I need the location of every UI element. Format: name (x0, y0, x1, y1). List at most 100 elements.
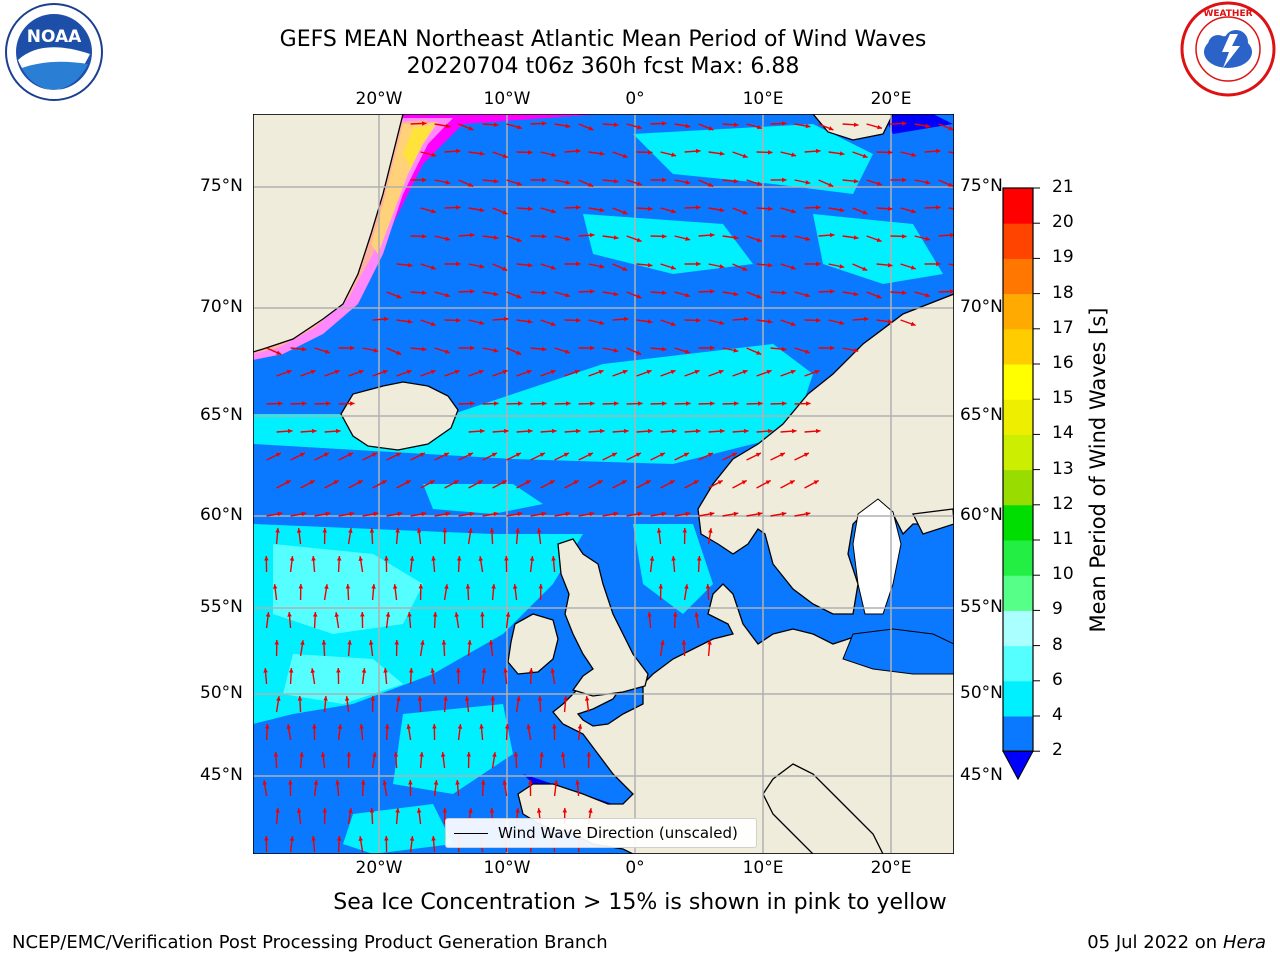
wind-wave-arrow (311, 835, 316, 853)
wind-wave-arrow (492, 263, 508, 272)
wind-wave-arrow (612, 428, 629, 434)
wind-wave-arrow (588, 319, 605, 325)
lon-label-top: 20°W (355, 89, 403, 109)
wind-wave-arrow (300, 369, 316, 377)
colorbar-tick-label: 21 (1052, 177, 1074, 197)
lon-label-bottom: 10°W (483, 858, 531, 878)
wind-wave-arrow (290, 452, 306, 461)
wind-wave-arrow (322, 527, 328, 545)
wind-wave-arrow (890, 121, 907, 126)
wind-wave-arrow (890, 177, 907, 183)
lat-label-right: 60°N (960, 505, 1003, 525)
land-ireland (507, 613, 559, 675)
wind-wave-arrow (347, 639, 352, 657)
wind-wave-arrow (262, 780, 268, 797)
lat-label-left: 65°N (200, 405, 243, 425)
wind-wave-arrow (708, 319, 725, 325)
wind-wave-arrow (386, 291, 402, 299)
wind-wave-arrow (506, 347, 522, 356)
wind-wave-arrow (506, 123, 523, 130)
wind-wave-arrow (578, 289, 595, 294)
lat-label-left: 75°N (200, 176, 243, 196)
wind-wave-arrow (395, 807, 400, 825)
wind-wave-arrow (890, 290, 907, 296)
wind-wave-arrow (674, 291, 691, 298)
wind-wave-arrow (626, 511, 643, 517)
wind-wave-arrow (674, 235, 691, 241)
wind-wave-arrow (876, 150, 893, 155)
wind-wave-arrow (420, 207, 437, 214)
wind-wave-arrow (876, 262, 893, 268)
colorbar-extend-arrow (1002, 750, 1034, 781)
wind-wave-arrow (538, 583, 544, 601)
wind-wave-arrow (602, 291, 619, 297)
wind-wave-arrow (385, 612, 391, 629)
wind-wave-arrow (338, 511, 355, 517)
wind-wave-arrow (948, 207, 954, 210)
wind-wave-arrow (458, 289, 475, 294)
wind-wave-arrow (362, 452, 378, 461)
wind-wave-arrow (288, 667, 294, 685)
wind-wave-arrow (408, 667, 414, 685)
wind-wave-arrow (530, 177, 547, 183)
wind-wave-arrow (467, 528, 473, 545)
wind-wave-arrow (479, 723, 484, 741)
colorbar-segment (1003, 258, 1033, 295)
wind-wave-arrow (553, 780, 559, 797)
wind-wave-arrow (310, 668, 316, 685)
wind-wave-arrow (392, 584, 398, 601)
wind-wave-arrow (794, 123, 811, 129)
wind-wave-arrow (612, 479, 628, 489)
wind-wave-arrow (530, 346, 547, 352)
wind-wave-arrow (636, 428, 653, 434)
wind-wave-arrow (516, 150, 533, 155)
lon-label-top: 0° (625, 89, 645, 109)
wind-wave-arrow (924, 205, 941, 210)
colorbar-segment (1003, 293, 1033, 330)
wind-wave-arrow (564, 148, 581, 154)
wind-wave-arrow (488, 640, 494, 657)
wind-wave-arrow (360, 611, 365, 629)
wind-wave-arrow (480, 611, 485, 629)
wind-wave-arrow (468, 263, 485, 269)
wind-wave-arrow (540, 369, 556, 377)
wind-wave-arrow (722, 511, 739, 517)
wind-wave-arrow (746, 291, 762, 299)
wind-wave-arrow (348, 479, 364, 489)
footer-host: Hera (1222, 932, 1266, 953)
wind-wave-arrow (540, 207, 557, 214)
wind-wave-arrow (480, 779, 486, 797)
wind-wave-arrow (512, 584, 518, 601)
wind-wave-arrow (360, 779, 366, 797)
lon-label-top: 10°E (742, 89, 784, 109)
wind-wave-arrow (698, 179, 714, 188)
wind-wave-arrow (698, 511, 715, 517)
wind-wave-arrow (756, 319, 773, 324)
wind-wave-arrow (386, 452, 402, 461)
wind-wave-arrow (794, 291, 811, 298)
wind-wave-arrow (948, 151, 954, 154)
wind-wave-arrow (299, 751, 304, 769)
wind-wave-arrow (612, 369, 628, 377)
wind-wave-arrow (626, 123, 643, 130)
wind-wave-arrow (369, 807, 375, 825)
wind-wave-arrow (465, 583, 471, 601)
wind-wave-arrow (938, 179, 954, 188)
wind-wave-arrow (626, 235, 642, 243)
wind-wave-arrow (442, 527, 448, 545)
nws-logo: WEATHER (1180, 1, 1276, 97)
wind-wave-arrow (444, 205, 461, 210)
wind-wave-arrow (394, 639, 400, 657)
wind-wave-arrow (393, 751, 399, 769)
wind-wave-arrow (626, 347, 642, 356)
wind-wave-arrow (756, 369, 772, 377)
wind-wave-arrow (468, 151, 485, 156)
wind-wave-arrow (444, 318, 461, 323)
wind-wave-arrow (458, 511, 475, 517)
wind-wave-arrow (660, 207, 677, 214)
wind-wave-arrow (588, 479, 604, 489)
wind-wave-arrow (818, 179, 834, 188)
wind-wave-arrow (337, 724, 343, 741)
wind-wave-arrow (696, 555, 702, 573)
wind-wave-arrow (794, 511, 811, 517)
